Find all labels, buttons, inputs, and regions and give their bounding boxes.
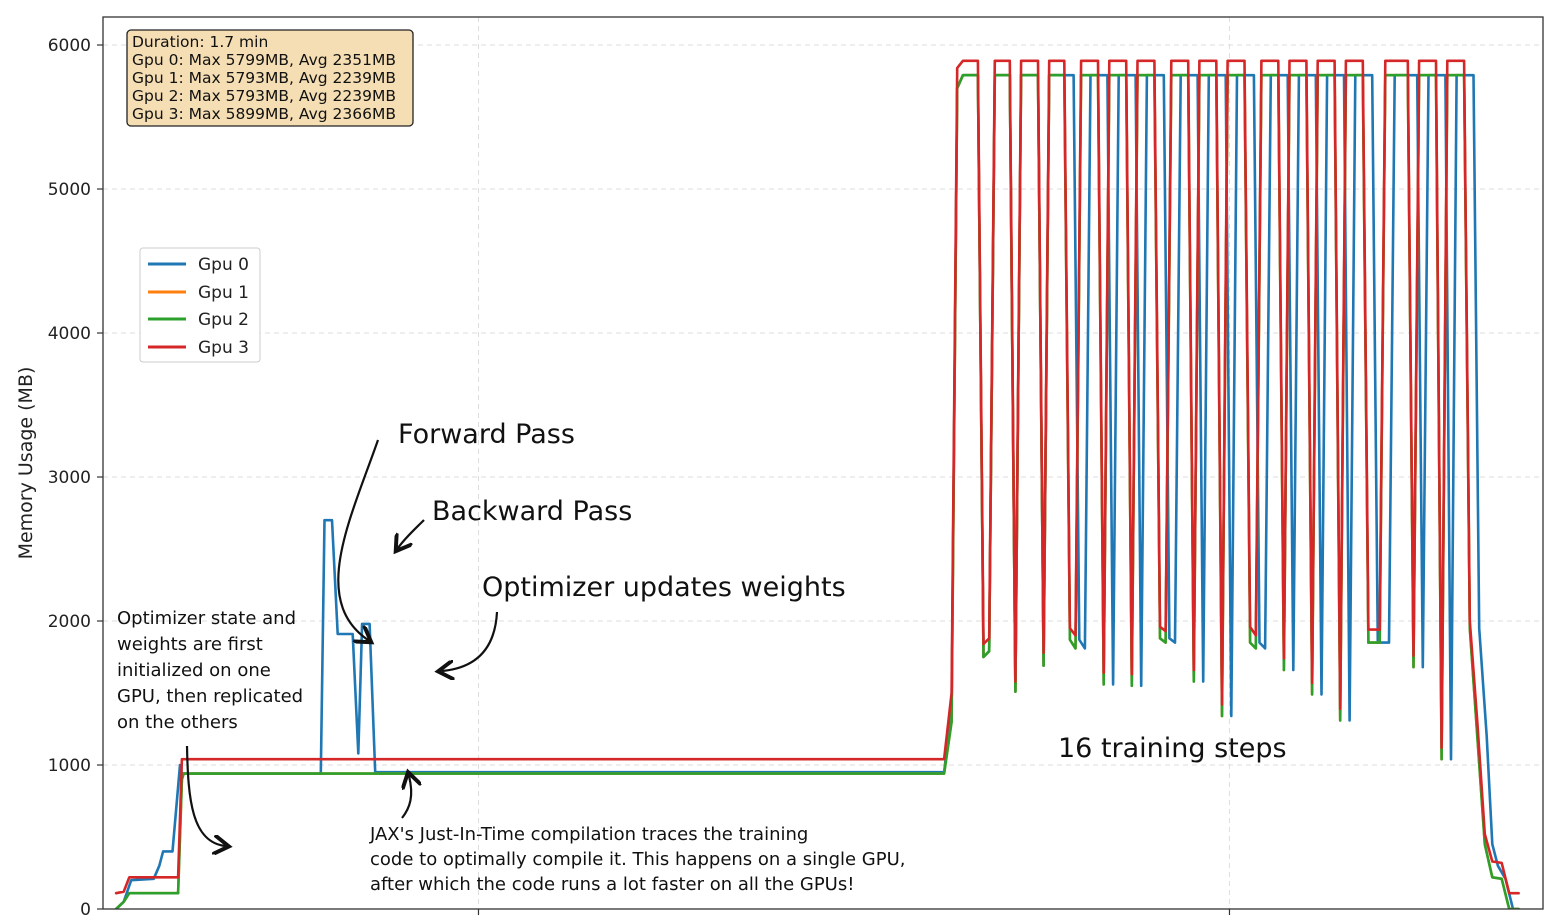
- backward-pass-arrow: [398, 519, 425, 548]
- y-tick-label: 4000: [48, 324, 91, 344]
- x-axis-ticks: [477, 909, 1231, 915]
- annotation-optimizer-init-line3: initialized on one: [117, 660, 271, 681]
- annotation-backward-pass: Backward Pass: [432, 496, 632, 527]
- y-tick-label: 1000: [48, 756, 91, 776]
- stats-box-background: [126, 29, 414, 127]
- annotation-jax-jit-line3: after which the code runs a lot faster o…: [370, 874, 854, 895]
- legend-label-gpu0: Gpu 0: [198, 255, 249, 275]
- y-tick-label: 0: [80, 900, 91, 920]
- jax-jit-arrow: [402, 776, 411, 819]
- stats-line-gpu1: Gpu 1: Max 5793MB, Avg 2239MB: [132, 69, 396, 87]
- y-axis-ticks: 0 1000 2000 3000 4000 5000 6000: [48, 36, 103, 920]
- annotation-optimizer-init-line5: on the others: [117, 712, 238, 733]
- stats-line-gpu3: Gpu 3: Max 5899MB, Avg 2366MB: [132, 105, 396, 123]
- legend-label-gpu1: Gpu 1: [198, 283, 249, 303]
- annotation-training-steps: 16 training steps: [1058, 733, 1287, 764]
- stats-line-duration: Duration: 1.7 min: [132, 33, 268, 51]
- series-lines: [114, 59, 1520, 909]
- optimizer-init-arrow: [185, 745, 225, 846]
- stats-box: Duration: 1.7 min Gpu 0: Max 5799MB, Avg…: [126, 29, 414, 127]
- annotations: Forward Pass Backward Pass Optimizer upd…: [117, 419, 1287, 895]
- annotation-jax-jit-line2: code to optimally compile it. This happe…: [370, 849, 906, 870]
- plot-frame: [102, 16, 1544, 910]
- optimizer-updates-arrow: [442, 611, 499, 671]
- stats-line-gpu2: Gpu 2: Max 5793MB, Avg 2239MB: [132, 87, 396, 105]
- annotation-optimizer-init-line1: Optimizer state and: [117, 608, 296, 629]
- annotation-optimizer-init-line4: GPU, then replicated: [117, 686, 303, 707]
- y-tick-label: 2000: [48, 612, 91, 632]
- forward-pass-arrow: [337, 439, 380, 640]
- legend: Gpu 0 Gpu 1 Gpu 2 Gpu 3: [139, 247, 261, 363]
- y-tick-label: 3000: [48, 468, 91, 488]
- y-tick-label: 6000: [48, 36, 91, 56]
- legend-label-gpu3: Gpu 3: [198, 338, 249, 358]
- legend-label-gpu2: Gpu 2: [198, 310, 249, 330]
- series-line-gpu3: [114, 59, 1520, 895]
- legend-frame: [139, 247, 261, 363]
- annotation-forward-pass: Forward Pass: [398, 419, 575, 450]
- annotation-jax-jit-line1: JAX's Just-In-Time compilation traces th…: [369, 824, 808, 845]
- y-tick-label: 5000: [48, 180, 91, 200]
- annotation-optimizer-init-line2: weights are first: [117, 634, 263, 655]
- y-axis-label: Memory Usage (MB): [15, 367, 37, 560]
- annotation-optimizer-updates: Optimizer updates weights: [482, 572, 846, 603]
- stats-line-gpu0: Gpu 0: Max 5799MB, Avg 2351MB: [132, 51, 396, 69]
